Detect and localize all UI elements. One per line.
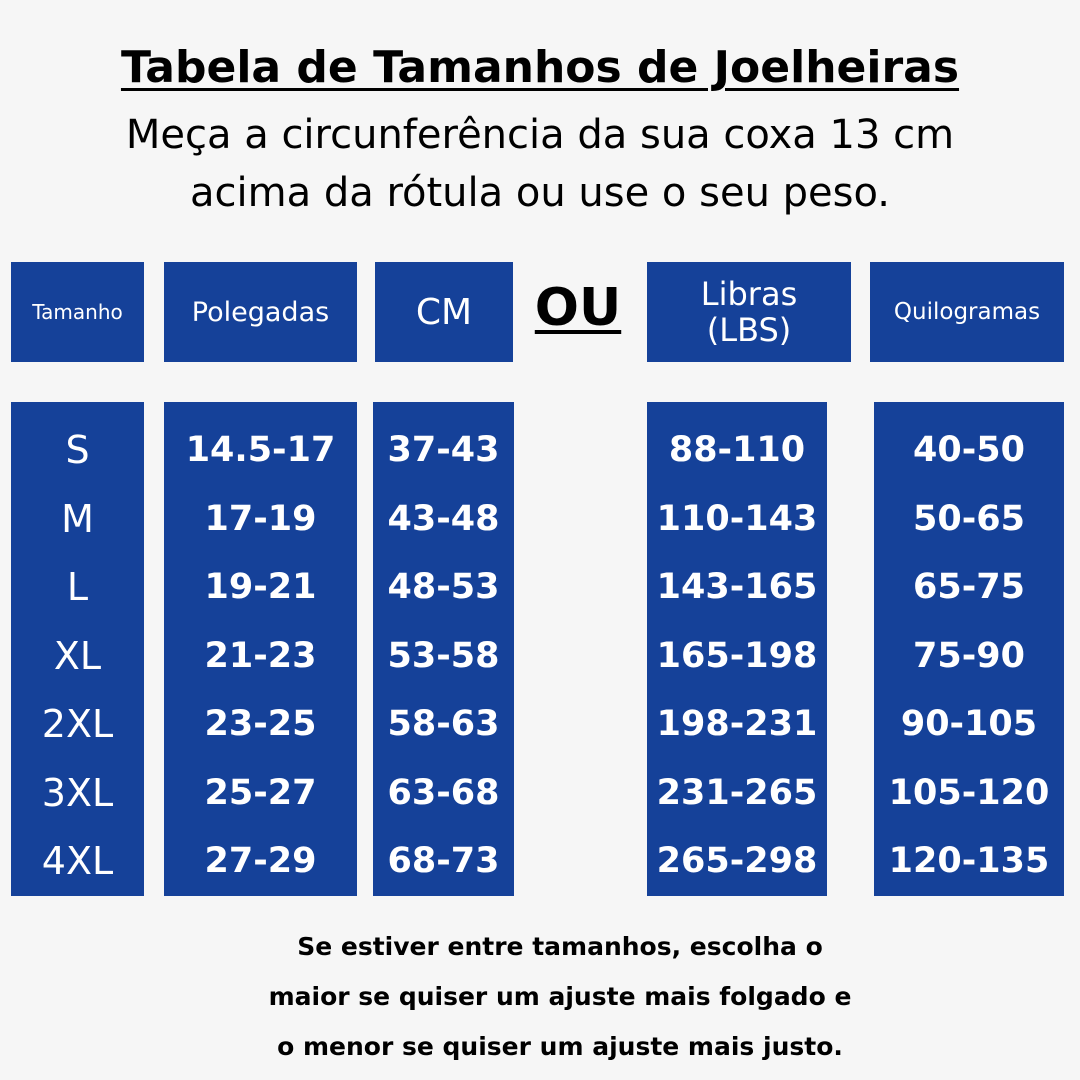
page-title: Tabela de Tamanhos de Joelheiras bbox=[120, 42, 960, 93]
cm-cell: 48-53 bbox=[387, 567, 500, 607]
inches-column: 14.5-17 17-19 19-21 21-23 23-25 25-27 27-29 bbox=[164, 402, 357, 896]
instructions: Meça a circunferência da sua coxa 13 cm … bbox=[40, 106, 1040, 222]
lbs-column: 88-110 110-143 143-165 165-198 198-231 231-26… bbox=[647, 402, 827, 896]
kg-column: 40-50 50-65 65-75 75-90 90-105 105-120 120-135 bbox=[874, 402, 1064, 896]
lbs-cell: 143-165 bbox=[656, 567, 818, 607]
lbs-cell: 265-298 bbox=[656, 841, 818, 881]
lbs-cell: 198-231 bbox=[656, 704, 818, 744]
header-cm: CM bbox=[375, 262, 513, 362]
size-cell: S bbox=[65, 428, 90, 472]
cm-column: 37-43 43-48 48-53 53-58 58-63 63-68 68-73 bbox=[373, 402, 514, 896]
header-inches-label: Polegadas bbox=[191, 296, 330, 328]
header-lbs-label-line-1: Libras bbox=[700, 275, 798, 313]
kg-cell: 50-65 bbox=[913, 498, 1025, 539]
lbs-cell: 110-143 bbox=[656, 498, 818, 539]
header-kg: Quilogramas bbox=[870, 262, 1064, 362]
size-cell: 3XL bbox=[41, 770, 114, 815]
inches-cell: 21-23 bbox=[204, 635, 317, 676]
kg-cell: 65-75 bbox=[913, 567, 1025, 607]
header-inches: Polegadas bbox=[164, 262, 357, 362]
kg-cell: 40-50 bbox=[913, 430, 1025, 470]
size-column: S M L XL 2XL 3XL 4XL bbox=[11, 402, 144, 896]
sizing-note-line-3: o menor se quiser um ajuste mais justo. bbox=[277, 1032, 843, 1061]
sizing-note-line-1: Se estiver entre tamanhos, escolha o bbox=[297, 932, 823, 961]
header-lbs: Libras (LBS) bbox=[647, 262, 851, 362]
inches-cell: 23-25 bbox=[204, 704, 317, 744]
header-lbs-label-line-2: (LBS) bbox=[706, 311, 792, 349]
inches-cell: 19-21 bbox=[204, 567, 317, 607]
size-cell: L bbox=[66, 565, 89, 609]
kg-cell: 90-105 bbox=[900, 704, 1038, 744]
or-separator: OU bbox=[534, 278, 622, 338]
header-cm-label: CM bbox=[415, 291, 473, 333]
header-kg-label: Quilogramas bbox=[893, 299, 1041, 325]
inches-cell: 25-27 bbox=[204, 772, 317, 813]
lbs-cell: 88-110 bbox=[668, 430, 806, 470]
inches-cell: 14.5-17 bbox=[185, 430, 336, 470]
instructions-line-2: acima da rótula ou use o seu peso. bbox=[190, 170, 890, 216]
sizing-note-line-2: maior se quiser um ajuste mais folgado e bbox=[268, 982, 852, 1011]
sizing-note: Se estiver entre tamanhos, escolha o mai… bbox=[160, 922, 960, 1072]
size-cell: M bbox=[61, 496, 94, 541]
cm-cell: 53-58 bbox=[387, 635, 500, 676]
lbs-cell: 231-265 bbox=[656, 772, 818, 813]
cm-cell: 63-68 bbox=[387, 772, 500, 813]
header-size: Tamanho bbox=[11, 262, 144, 362]
size-cell: XL bbox=[53, 633, 102, 678]
instructions-line-1: Meça a circunferência da sua coxa 13 cm bbox=[125, 112, 955, 158]
cm-cell: 68-73 bbox=[387, 841, 500, 881]
lbs-cell: 165-198 bbox=[656, 635, 818, 676]
size-cell: 4XL bbox=[41, 839, 114, 883]
header-size-label: Tamanho bbox=[32, 300, 123, 324]
kg-cell: 120-135 bbox=[888, 841, 1050, 881]
cm-cell: 58-63 bbox=[387, 704, 500, 744]
size-cell: 2XL bbox=[41, 702, 114, 746]
inches-cell: 17-19 bbox=[204, 498, 317, 539]
cm-cell: 43-48 bbox=[387, 498, 500, 539]
kg-cell: 105-120 bbox=[888, 772, 1050, 813]
cm-cell: 37-43 bbox=[387, 430, 500, 470]
kg-cell: 75-90 bbox=[913, 635, 1025, 676]
inches-cell: 27-29 bbox=[204, 841, 317, 881]
